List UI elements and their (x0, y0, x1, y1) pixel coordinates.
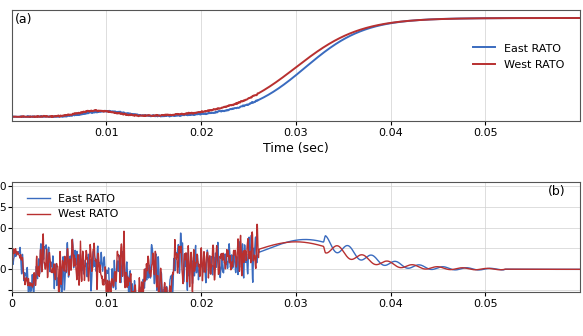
East RATO (560, 267, 567, 271)
Text: (b): (b) (548, 185, 566, 198)
East RATO (560, 16, 567, 20)
East RATO (285, 240, 292, 244)
East RATO (577, 16, 583, 20)
West RATO (577, 267, 583, 271)
East RATO (456, 267, 463, 271)
West RATO (285, 71, 292, 75)
Legend: East RATO, West RATO: East RATO, West RATO (23, 190, 123, 224)
East RATO (577, 267, 583, 271)
East RATO (270, 90, 277, 94)
Text: (a): (a) (15, 13, 32, 27)
East RATO (561, 267, 568, 271)
Line: East RATO: East RATO (12, 18, 580, 117)
East RATO (165, 315, 172, 319)
East RATO (456, 16, 463, 20)
West RATO (37, 115, 44, 119)
X-axis label: Time (sec): Time (sec) (263, 142, 329, 155)
East RATO (37, 114, 44, 118)
West RATO (560, 16, 567, 20)
Line: East RATO: East RATO (12, 233, 580, 317)
East RATO (8, 259, 15, 263)
East RATO (270, 245, 277, 249)
West RATO (285, 240, 292, 244)
East RATO (37, 243, 44, 247)
West RATO (561, 267, 568, 271)
East RATO (10, 115, 17, 119)
West RATO (9, 115, 16, 119)
Legend: East RATO, West RATO: East RATO, West RATO (469, 39, 569, 75)
West RATO (577, 16, 583, 20)
West RATO (456, 266, 463, 270)
West RATO (456, 16, 463, 20)
East RATO (8, 115, 15, 119)
East RATO (560, 16, 567, 20)
West RATO (270, 243, 277, 247)
West RATO (560, 267, 567, 271)
West RATO (8, 115, 15, 119)
West RATO (254, 222, 261, 226)
East RATO (177, 231, 184, 235)
West RATO (8, 266, 15, 270)
East RATO (285, 79, 292, 83)
Line: West RATO: West RATO (12, 18, 580, 117)
West RATO (560, 16, 567, 20)
Line: West RATO: West RATO (12, 224, 580, 318)
West RATO (270, 82, 277, 86)
West RATO (133, 316, 140, 320)
West RATO (37, 248, 44, 252)
